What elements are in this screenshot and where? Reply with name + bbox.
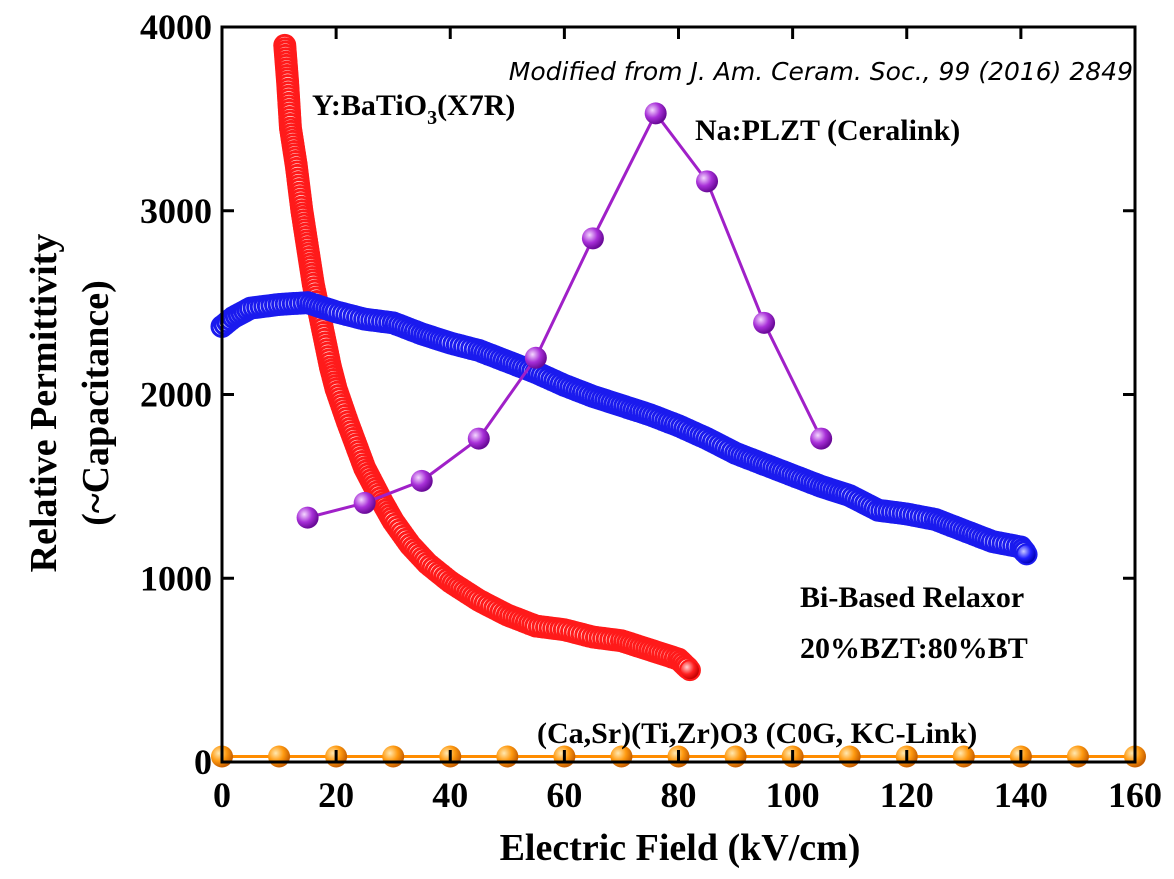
x-tick-label: 140 <box>994 775 1048 815</box>
plzt-annotation: Na:PLZT (Ceralink) <box>695 114 960 147</box>
data-point <box>644 102 667 125</box>
x-tick-label: 80 <box>661 775 697 815</box>
series-bi-based-relaxor-20-bzt-80-bt <box>210 291 1038 566</box>
data-point <box>1066 745 1089 768</box>
x-tick-label: 100 <box>766 775 820 815</box>
data-point <box>696 170 719 193</box>
series-na-plzt-ceralink <box>296 102 833 529</box>
x-tick-label: 120 <box>880 775 934 815</box>
x-axis-title: Electric Field (kV/cm) <box>500 827 861 869</box>
x-tick-label: 60 <box>546 775 582 815</box>
data-point <box>382 745 405 768</box>
relaxor-annotation-line1: Bi-Based Relaxor <box>800 581 1024 614</box>
x-tick-label: 40 <box>432 775 468 815</box>
y-tick-label: 0 <box>194 742 212 782</box>
ticks-layer: 0 20 40 60 80 100 120 140 160 0 1000 2000 3000 4000 <box>140 7 1162 815</box>
series-layer <box>210 33 1146 768</box>
data-point <box>467 427 490 450</box>
series-line <box>307 110 823 520</box>
data-point <box>296 506 319 529</box>
y-tick-label: 1000 <box>140 558 212 598</box>
data-point <box>268 745 291 768</box>
data-point <box>524 346 547 369</box>
x7r-annotation: Y:BaTiO3(X7R) <box>312 89 515 129</box>
y-tick-label: 4000 <box>140 7 212 47</box>
series-y-batio3-x7r <box>273 33 701 682</box>
y-axis-title-line2: (~Capacitance) <box>75 280 117 526</box>
y-axis-title-line1: Relative Permittivity <box>23 234 65 573</box>
x-tick-label: 20 <box>318 775 354 815</box>
relaxor-annotation-line2: 20%BZT:80%BT <box>800 632 1028 665</box>
data-point <box>1015 543 1038 566</box>
source-note: Modified from J. Am. Ceram. Soc., 99 (20… <box>509 57 1133 86</box>
x-tick-label: 0 <box>213 775 231 815</box>
data-point <box>678 659 701 682</box>
y-tick-label: 2000 <box>140 375 212 415</box>
y-tick-label: 3000 <box>140 191 212 231</box>
data-point <box>496 745 519 768</box>
data-point <box>410 469 433 492</box>
data-point <box>581 227 604 250</box>
data-point <box>353 491 376 514</box>
c0g-annotation: (Ca,Sr)(Ti,Zr)O3 (C0G, KC-Link) <box>537 717 977 750</box>
data-point <box>753 311 776 334</box>
x-tick-label: 160 <box>1108 775 1162 815</box>
data-point <box>810 427 833 450</box>
